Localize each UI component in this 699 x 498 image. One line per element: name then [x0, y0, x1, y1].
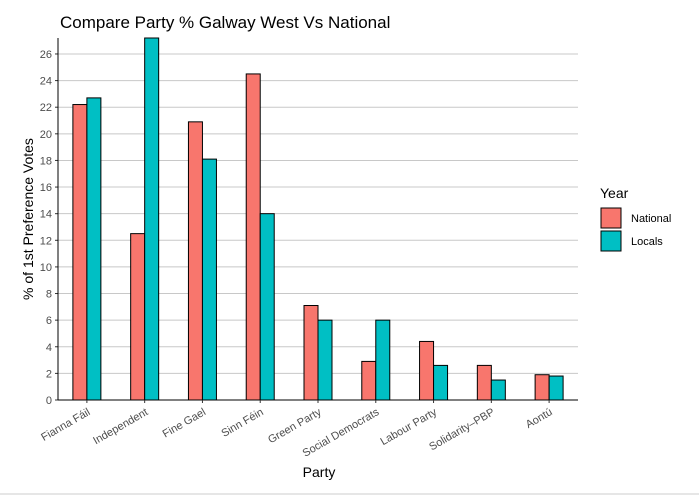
x-tick-label: Solidarity–PBP — [427, 406, 497, 453]
y-tick-label: 18 — [40, 155, 52, 167]
y-tick-label: 22 — [40, 102, 52, 114]
legend-swatch-locals — [600, 230, 622, 252]
x-tick-label: Aontú — [524, 406, 555, 431]
x-tick-label: Sinn Féin — [219, 406, 265, 440]
bars — [72, 37, 564, 401]
bar-national — [245, 73, 261, 401]
y-tick-label: 4 — [46, 342, 52, 354]
bar-locals — [490, 379, 506, 401]
bar-locals — [144, 37, 160, 401]
bar-locals — [259, 213, 275, 401]
y-tick-label: 12 — [40, 235, 52, 247]
bar-national — [130, 233, 146, 401]
y-tick-label: 24 — [40, 76, 52, 88]
y-tick-label: 2 — [46, 368, 52, 380]
x-axis-title: Party — [303, 464, 336, 480]
bar-locals — [548, 375, 564, 401]
x-tick-label: Independent — [91, 406, 150, 447]
x-tick-label: Fine Gael — [161, 406, 208, 440]
bar-locals — [375, 319, 391, 401]
y-tick-label: 6 — [46, 315, 52, 327]
y-tick-label: 0 — [46, 395, 52, 407]
x-tick-label: Fianna Fáil — [39, 406, 92, 444]
legend-label: Locals — [631, 236, 663, 248]
bar-national — [361, 360, 377, 401]
legend-title: Year — [600, 185, 629, 201]
bar-national — [419, 340, 435, 401]
y-tick-label: 14 — [40, 209, 52, 221]
bar-national — [303, 305, 319, 401]
bar-national — [476, 364, 492, 401]
legend-label: National — [631, 213, 671, 225]
legend: Year National Locals — [600, 185, 671, 252]
bar-locals — [86, 97, 102, 401]
bar-national — [187, 121, 203, 401]
bar-national — [534, 374, 550, 401]
y-tick-label: 8 — [46, 289, 52, 301]
y-tick-label: 10 — [40, 262, 52, 274]
y-tick-label: 26 — [40, 49, 52, 61]
legend-swatch-national — [600, 207, 622, 229]
bar-locals — [317, 319, 333, 401]
y-tick-label: 16 — [40, 182, 52, 194]
bar-national — [72, 104, 88, 401]
y-tick-label: 20 — [40, 129, 52, 141]
bar-locals — [433, 364, 449, 401]
bar-locals — [201, 158, 217, 401]
y-axis-title: % of 1st Preference Votes — [20, 138, 36, 300]
chart-title: Compare Party % Galway West Vs National — [60, 13, 390, 32]
